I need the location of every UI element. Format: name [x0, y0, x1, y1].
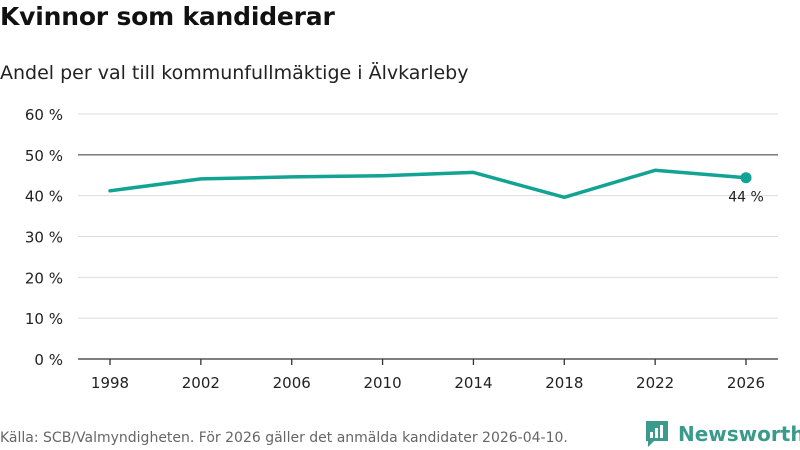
chart-subtitle: Andel per val till kommunfullmäktige i Ä… — [0, 62, 469, 84]
y-tick-label: 60 % — [25, 106, 63, 124]
y-tick-label: 10 % — [25, 310, 63, 328]
y-tick-label: 40 % — [25, 188, 63, 206]
x-tick-label: 2014 — [454, 374, 492, 392]
x-tick-label: 2026 — [727, 374, 765, 392]
chart-title: Kvinnor som kandiderar — [0, 2, 335, 31]
x-tick-label: 2006 — [273, 374, 311, 392]
y-tick-label: 50 % — [25, 147, 63, 165]
last-point-label: 44 % — [728, 190, 764, 206]
y-tick-label: 20 % — [25, 269, 63, 287]
y-tick-label: 0 % — [34, 351, 63, 369]
brand-name: Newsworthy — [678, 422, 800, 446]
x-tick-label: 2010 — [363, 374, 401, 392]
series-line — [108, 168, 748, 200]
x-tick-label: 2002 — [182, 374, 220, 392]
source-note: Källa: SCB/Valmyndigheten. För 2026 gäll… — [0, 430, 568, 446]
newsworthy-logo-icon — [646, 421, 668, 447]
y-tick-label: 30 % — [25, 229, 63, 247]
brand-logo[interactable]: Newsworthy — [644, 419, 800, 449]
x-tick-label: 2022 — [636, 374, 674, 392]
x-tick-label: 1998 — [91, 374, 129, 392]
last-point-marker — [740, 172, 752, 184]
x-tick-label: 2018 — [545, 374, 583, 392]
